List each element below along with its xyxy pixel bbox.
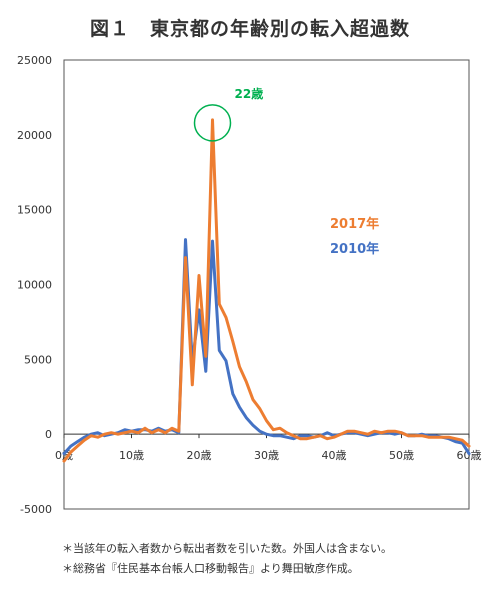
- x-tick-label: 50歳: [389, 449, 414, 462]
- y-tick-label: 5000: [24, 353, 52, 366]
- y-tick-label: -5000: [20, 503, 52, 516]
- chart-title: 図１ 東京都の年齢別の転入超過数: [89, 18, 410, 40]
- footnote-1: ＊当該年の転入者数から転出者数を引いた数。外国人は含まない。: [62, 542, 392, 555]
- y-tick-label: 10000: [17, 279, 52, 292]
- y-tick-label: 15000: [17, 204, 52, 217]
- x-tick-label: 40歳: [322, 449, 347, 462]
- x-tick-label: 20歳: [187, 449, 212, 462]
- x-tick-label: 60歳: [457, 449, 482, 462]
- legend-label: 2017年: [330, 216, 379, 232]
- y-tick-label: 25000: [17, 54, 52, 67]
- series-line-2017: [62, 118, 471, 463]
- x-tick-label: 10歳: [119, 449, 144, 462]
- y-tick-label: 0: [45, 428, 52, 441]
- footnote-2: ＊総務省『住民基本台帳人口移動報告』より舞田敏彦作成。: [62, 562, 359, 575]
- peak-annotation-label: 22歳: [235, 86, 264, 101]
- plot-area: [63, 59, 470, 510]
- x-tick-label: 0歳: [55, 449, 73, 462]
- legend-label: 2010年: [330, 241, 379, 257]
- peak-highlight-circle: [193, 104, 232, 142]
- x-tick-label: 30歳: [254, 449, 279, 462]
- y-tick-label: 20000: [17, 129, 52, 142]
